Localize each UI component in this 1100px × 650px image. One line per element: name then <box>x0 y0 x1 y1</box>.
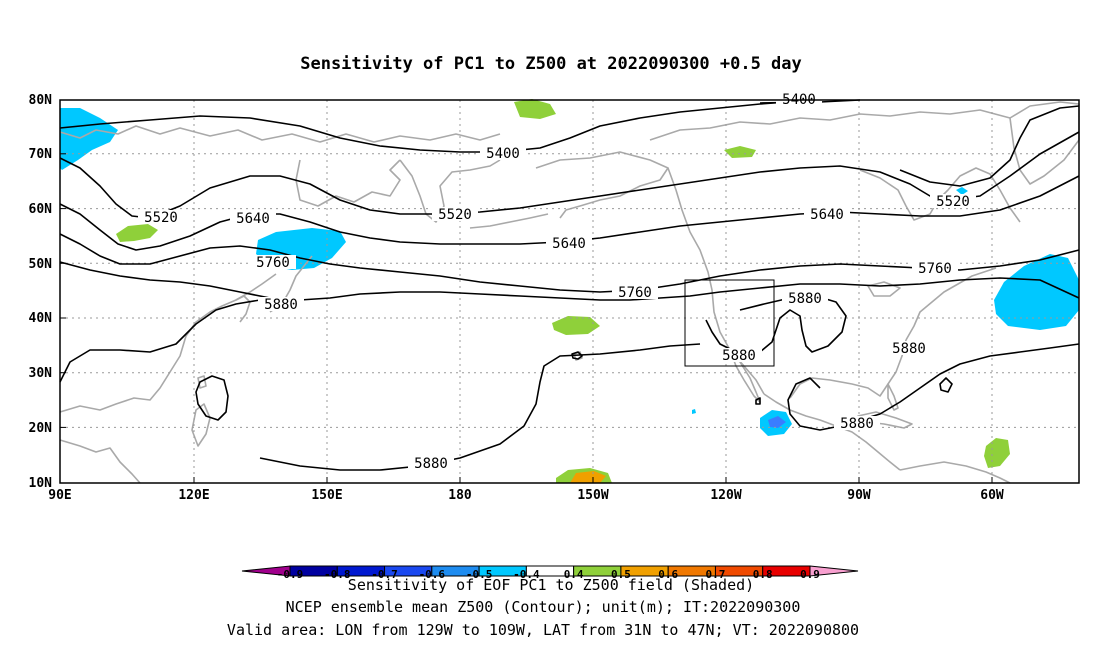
coast-gulf <box>789 339 907 399</box>
lon-label: 150W <box>577 488 608 503</box>
contour-label: 5760 <box>618 285 652 301</box>
lat-label: 70N <box>29 147 53 162</box>
shaded-sensitivity <box>60 99 1079 483</box>
contour-labels: 5400 5400 5520 5520 5520 5640 5640 5640 … <box>138 92 976 472</box>
contour-label: 5640 <box>810 207 844 223</box>
contour-closed-hawaii <box>571 351 583 360</box>
coast-aleutians <box>469 213 549 229</box>
shade-blue-mexico <box>768 416 786 428</box>
contour-label: 5520 <box>438 207 472 223</box>
lat-label: 60N <box>29 202 53 217</box>
lat-label: 50N <box>29 257 53 272</box>
footer-line-2: NCEP ensemble mean Z500 (Contour); unit(… <box>286 598 801 616</box>
coast-great-lakes <box>867 281 901 297</box>
contour-5400-atl <box>899 105 1080 187</box>
coast-canada-north <box>649 109 1011 141</box>
contour-label: 5880 <box>414 456 448 472</box>
lon-label: 180 <box>448 488 472 503</box>
coast-indochina <box>59 439 141 484</box>
contour-5880-south <box>59 299 261 383</box>
contour-label: 5520 <box>144 210 178 226</box>
shade-cyan-labrador <box>956 187 968 195</box>
coast-greenland <box>1009 101 1080 185</box>
lon-label: 90W <box>847 488 871 503</box>
coast-philippines <box>191 403 211 447</box>
contour-5640 <box>59 175 1080 251</box>
colorbar-label: -0.5 <box>466 568 493 581</box>
shade-cyan-atlantic <box>994 254 1079 330</box>
lat-label: 20N <box>29 421 53 436</box>
shade-cyan-dot <box>692 409 696 414</box>
lat-label: 40N <box>29 311 53 326</box>
contour-label: 5400 <box>486 146 520 162</box>
contour-label: 5880 <box>892 341 926 357</box>
contour-label: 5880 <box>722 348 756 364</box>
coast-florida <box>887 383 899 411</box>
lon-label: 60W <box>980 488 1004 503</box>
colorbar-label: -0.9 <box>277 568 304 581</box>
coast-okhotsk <box>295 159 401 207</box>
colorbar-arrow-high <box>809 565 859 577</box>
lon-label: 90E <box>48 488 71 503</box>
shade-orange-tropic <box>570 471 606 483</box>
contour-closed-mexico <box>755 397 761 405</box>
colorbar-label: -0.7 <box>371 568 398 581</box>
coast-kamchatka <box>399 159 501 223</box>
valid-area-box <box>684 279 775 367</box>
contour-label: 5760 <box>918 261 952 277</box>
lat-label: 80N <box>29 93 53 108</box>
footer-line-3: Valid area: LON from 129W to 109W, LAT f… <box>227 621 859 639</box>
coastlines <box>59 101 1080 484</box>
colorbar-label: -0.4 <box>513 568 540 581</box>
contour-label: 5640 <box>236 211 270 227</box>
shade-green-arctic2 <box>724 146 756 158</box>
colorbar-label: 0.4 <box>564 568 584 581</box>
colorbar-label: 0.7 <box>706 568 726 581</box>
colorbar-label: 0.6 <box>658 568 678 581</box>
lon-label: 120E <box>178 488 209 503</box>
tick-marks <box>59 153 993 483</box>
footer-line-1: Sensitivity of EOF PC1 to Z500 field (Sh… <box>348 576 754 594</box>
map-title: Sensitivity of PC1 to Z500 at 2022090300… <box>300 54 802 74</box>
contour-label: 5880 <box>840 416 874 432</box>
coast-na-east <box>905 267 997 341</box>
contour-label: 5640 <box>552 236 586 252</box>
map-frame <box>59 99 1080 484</box>
lat-label: 10N <box>29 476 53 491</box>
shade-green-pacific <box>552 316 600 335</box>
colorbar-label: -0.6 <box>419 568 446 581</box>
lon-label: 150E <box>311 488 342 503</box>
contour-label: 5880 <box>264 297 298 313</box>
contour-label: 5880 <box>788 291 822 307</box>
contour-label: 5520 <box>936 194 970 210</box>
coast-alaska <box>535 151 669 219</box>
contour-label: 5760 <box>256 255 290 271</box>
contour-5400 <box>59 100 801 153</box>
shade-green-arctic1 <box>514 99 556 119</box>
colorbar: -0.9 -0.8 -0.7 -0.6 -0.5 -0.4 0.4 0.5 0.6 0.7 0.8 0… <box>241 565 859 581</box>
colorbar-label: 0.9 <box>800 568 820 581</box>
shade-green-atlantic-s <box>984 438 1010 468</box>
contour-5880-pacific <box>259 343 701 471</box>
lon-label: 120W <box>710 488 741 503</box>
lat-labels: 80N 70N 60N 50N 40N 30N 20N 10N <box>29 93 53 491</box>
lat-label: 30N <box>29 366 53 381</box>
colorbar-label: 0.5 <box>611 568 631 581</box>
colorbar-label: -0.8 <box>324 568 351 581</box>
colorbar-label: 0.8 <box>753 568 773 581</box>
map-area <box>60 100 1079 483</box>
coast-south-america <box>899 461 1011 484</box>
shade-green-mongolia <box>116 224 158 242</box>
contour-5760 <box>59 233 1080 293</box>
lon-labels: 90E 120E 150E 180 150W 120W 90W 60W <box>48 488 1004 503</box>
contour-closed-small <box>939 377 953 393</box>
contour-5880-north <box>59 261 1080 301</box>
coast-arctic-siberia <box>59 125 501 143</box>
contour-closed-ph <box>195 375 229 421</box>
